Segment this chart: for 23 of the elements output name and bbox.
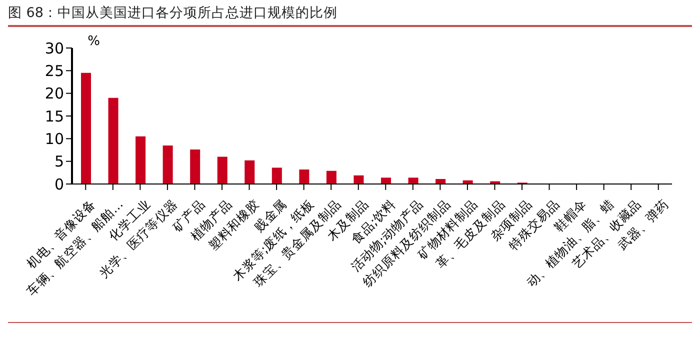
y-tick-label: 15 — [44, 107, 64, 126]
bar — [408, 178, 418, 184]
y-tick-label: 25 — [44, 62, 64, 80]
bar — [326, 170, 336, 184]
bar — [136, 136, 146, 184]
y-tick-label: 30 — [44, 39, 64, 58]
y-axis-title: % — [88, 34, 100, 50]
bar — [108, 98, 118, 184]
bar — [381, 178, 391, 184]
y-tick-label: 0 — [54, 175, 64, 194]
bar — [190, 150, 200, 184]
bar — [299, 169, 310, 184]
bar — [162, 145, 173, 184]
y-tick-label: 10 — [44, 130, 64, 148]
bar — [272, 168, 282, 184]
y-tick-label: 5 — [54, 152, 64, 171]
chart-title: 图 68：中国从美国进口各分项所占总进口规模的比例 — [8, 4, 692, 27]
bar — [217, 156, 228, 184]
y-tick-label: 20 — [44, 84, 64, 103]
bar — [436, 179, 446, 184]
bar — [244, 160, 255, 184]
bar — [81, 72, 91, 184]
bar — [354, 175, 364, 184]
